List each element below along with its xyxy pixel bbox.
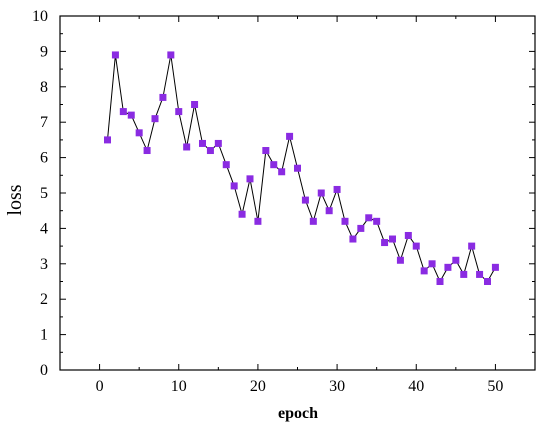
ticks: 0 10 20 30 40 50 0 1 2 3 4 5 6 7 8 9 10 bbox=[32, 8, 536, 395]
data-point bbox=[222, 161, 230, 169]
data-point bbox=[199, 139, 206, 147]
y-tick-label: 4 bbox=[40, 220, 48, 237]
data-point bbox=[325, 207, 333, 215]
data-point bbox=[301, 196, 309, 204]
data-point bbox=[460, 270, 468, 278]
data-point bbox=[357, 224, 365, 232]
x-tick-label: 20 bbox=[250, 378, 266, 395]
axes bbox=[59, 15, 536, 371]
x-axis-label: epoch bbox=[278, 405, 318, 422]
data-point bbox=[111, 51, 119, 59]
data-point bbox=[230, 182, 238, 190]
data-point bbox=[309, 217, 317, 225]
data-point bbox=[373, 217, 381, 225]
data-point bbox=[127, 111, 135, 119]
data-point bbox=[262, 147, 270, 155]
data-point bbox=[278, 168, 286, 176]
plot-frame bbox=[59, 15, 536, 371]
x-tick-label: 40 bbox=[408, 378, 424, 395]
data-point bbox=[396, 256, 404, 264]
x-tick-label: 50 bbox=[487, 378, 503, 395]
data-point bbox=[365, 214, 373, 222]
data-point bbox=[143, 147, 151, 155]
y-axis-label: loss bbox=[4, 184, 26, 215]
x-tick-label: 0 bbox=[96, 378, 104, 395]
data-point bbox=[167, 51, 175, 59]
data-point bbox=[341, 217, 349, 225]
data-point bbox=[191, 101, 199, 108]
data-point bbox=[381, 239, 389, 247]
data-point bbox=[317, 189, 325, 197]
y-tick-label: 8 bbox=[40, 79, 48, 96]
data-point bbox=[104, 136, 111, 144]
data-point bbox=[436, 278, 444, 285]
data-point bbox=[119, 108, 127, 116]
data-point bbox=[151, 115, 159, 123]
data-point bbox=[246, 175, 254, 183]
y-tick-label: 6 bbox=[40, 150, 48, 167]
data-point bbox=[183, 143, 191, 151]
x-tick-label: 30 bbox=[329, 378, 345, 395]
data-point bbox=[214, 139, 222, 147]
data-point bbox=[389, 235, 396, 243]
data-point bbox=[412, 242, 420, 250]
data-point bbox=[270, 161, 278, 169]
data-point bbox=[491, 263, 499, 271]
y-tick-label: 1 bbox=[40, 327, 48, 344]
y-tick-label: 3 bbox=[40, 256, 48, 273]
data-point bbox=[468, 242, 476, 250]
data-point bbox=[238, 210, 246, 218]
data-point bbox=[349, 235, 357, 243]
y-tick-label: 9 bbox=[40, 43, 48, 60]
data-point bbox=[420, 267, 428, 275]
data-point bbox=[175, 108, 183, 116]
y-tick-label: 10 bbox=[32, 8, 48, 25]
data-point bbox=[428, 260, 436, 268]
data-point bbox=[254, 217, 262, 225]
y-tick-label: 0 bbox=[40, 362, 48, 379]
data-point bbox=[404, 231, 412, 239]
data-point bbox=[452, 256, 460, 264]
y-tick-label: 2 bbox=[40, 291, 48, 308]
data-point bbox=[135, 129, 143, 137]
data-point bbox=[206, 147, 214, 155]
x-tick-label: 10 bbox=[171, 378, 187, 395]
loss-series-line bbox=[107, 54, 496, 283]
data-point bbox=[484, 278, 491, 285]
data-point bbox=[476, 270, 484, 278]
data-point bbox=[286, 132, 294, 140]
series bbox=[104, 51, 499, 285]
data-point bbox=[159, 93, 167, 101]
labels: epoch loss bbox=[4, 184, 318, 422]
data-point bbox=[444, 263, 452, 271]
y-tick-label: 7 bbox=[40, 114, 48, 131]
data-point bbox=[294, 164, 301, 172]
data-point bbox=[333, 185, 341, 193]
y-tick-label: 5 bbox=[40, 185, 48, 202]
